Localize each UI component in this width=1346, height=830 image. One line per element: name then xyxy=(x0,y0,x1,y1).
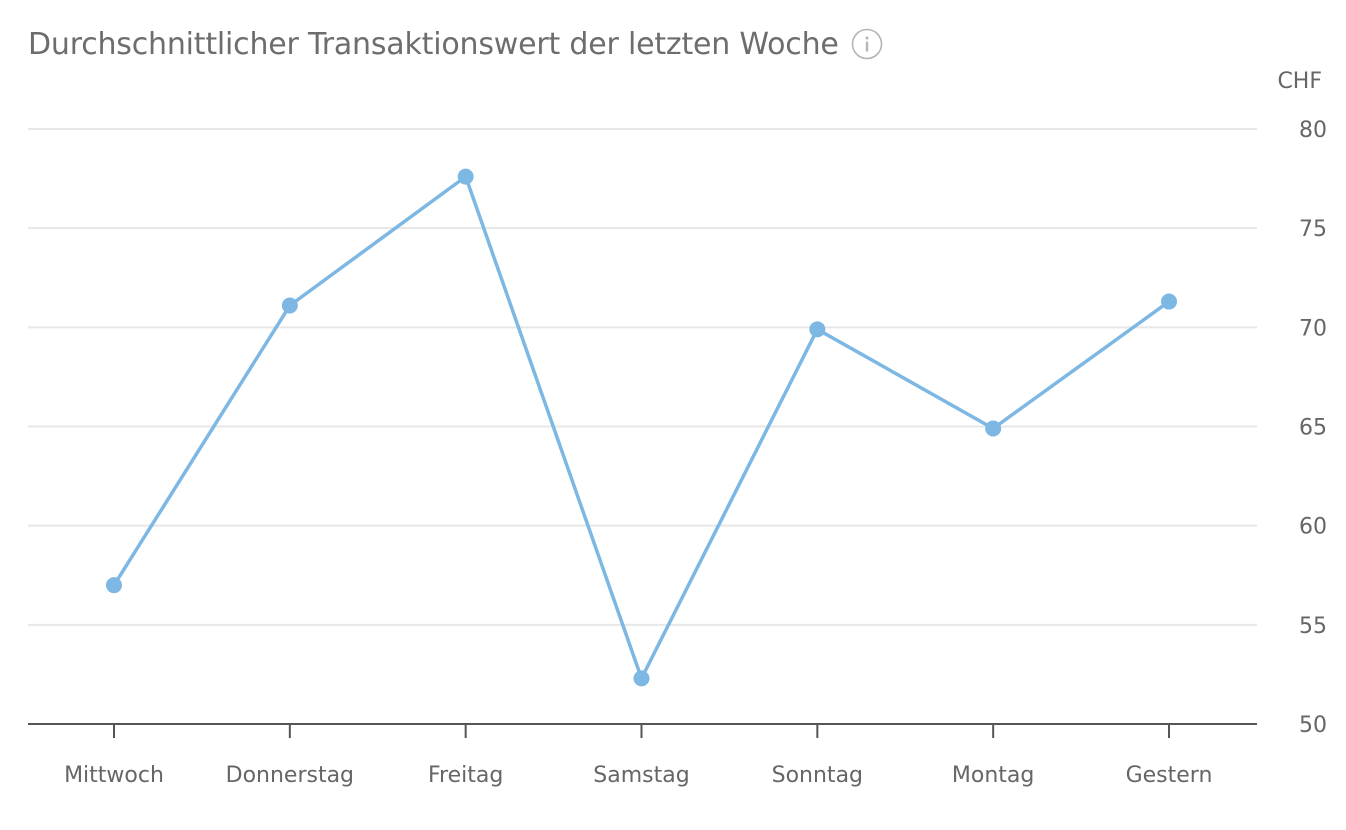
data-point[interactable] xyxy=(457,168,474,185)
gridlines xyxy=(28,128,1257,626)
data-point[interactable] xyxy=(985,420,1002,437)
chart-title-row: Durchschnittlicher Transaktionswert der … xyxy=(28,22,883,66)
data-point[interactable] xyxy=(106,577,122,594)
data-point[interactable] xyxy=(809,321,826,338)
y-tick-label: 55 xyxy=(1299,614,1327,639)
y-axis-unit-label: CHF xyxy=(1277,69,1322,94)
chart-title: Durchschnittlicher Transaktionswert der … xyxy=(28,26,839,62)
x-tick-label: Samstag xyxy=(593,763,689,788)
x-tick-label: Gestern xyxy=(1126,763,1213,788)
y-tick-label: 50 xyxy=(1299,713,1327,738)
data-point[interactable] xyxy=(1161,293,1177,310)
y-tick-label: 60 xyxy=(1299,515,1327,540)
x-axis xyxy=(28,723,1257,738)
y-tick-label: 75 xyxy=(1299,217,1327,242)
data-point[interactable] xyxy=(281,297,298,314)
info-icon[interactable] xyxy=(851,28,883,60)
x-tick-label: Mittwoch xyxy=(64,763,164,788)
y-axis-tick-labels: 50 55 60 65 70 75 80 xyxy=(1299,118,1327,738)
series-layer xyxy=(106,168,1177,687)
x-tick-label: Sonntag xyxy=(772,763,863,788)
x-tick-label: Montag xyxy=(952,763,1034,788)
y-tick-label: 65 xyxy=(1299,416,1327,441)
y-tick-label: 70 xyxy=(1299,316,1327,341)
x-tick-label: Donnerstag xyxy=(226,763,354,788)
y-tick-label: 80 xyxy=(1299,118,1327,143)
x-tick-label: Freitag xyxy=(428,763,503,788)
data-point[interactable] xyxy=(633,670,650,687)
x-axis-tick-labels: Mittwoch Donnerstag Freitag Samstag Sonntag M… xyxy=(64,763,1212,788)
